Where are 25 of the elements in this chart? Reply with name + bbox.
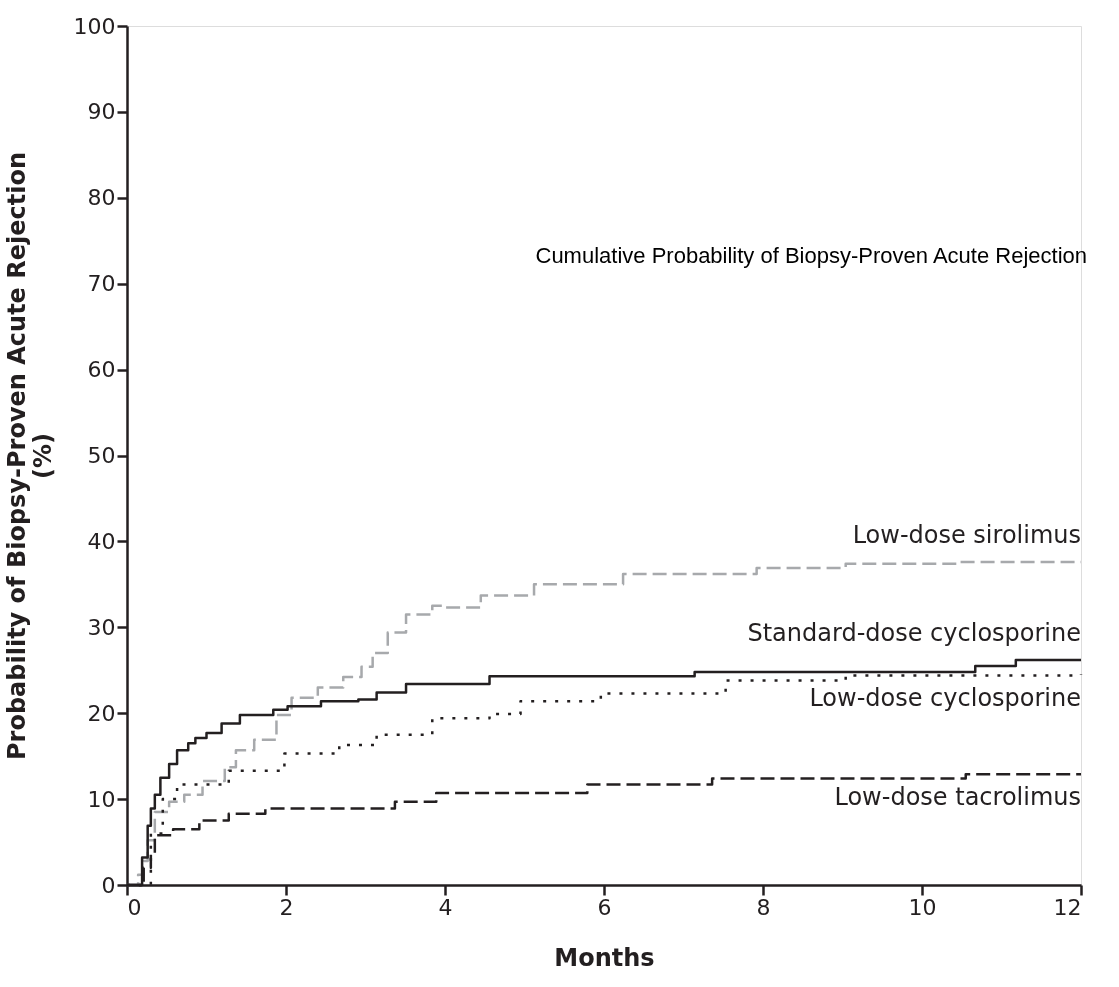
x-tick-label: 0	[127, 894, 142, 920]
y-tick-label: 100	[73, 13, 116, 39]
x-tick-label: 12	[1053, 894, 1082, 920]
x-tick-label: 4	[438, 894, 453, 920]
y-axis-title: Probability of Biopsy-Proven Acute Rejection (%)	[2, 151, 57, 761]
x-tick-label: 2	[279, 894, 294, 920]
series-label: Low-dose sirolimus	[852, 521, 1081, 550]
y-tick-label: 60	[87, 357, 116, 383]
x-tick-label: 8	[756, 894, 771, 920]
series-label: Low-dose tacrolimus	[834, 783, 1081, 812]
annotation: Cumulative Probability of Biopsy-Proven Acute Rejection	[535, 243, 1087, 268]
y-tick-label: 50	[87, 443, 116, 468]
y-tick-label: 20	[87, 700, 116, 726]
x-axis-title: Months	[554, 943, 655, 972]
y-tick-label: 10	[87, 786, 116, 812]
y-tick-label: 90	[87, 99, 116, 125]
series-label: Low-dose cyclosporine	[809, 683, 1081, 712]
x-tick-label: 6	[597, 894, 612, 920]
x-tick-label: 10	[908, 894, 937, 920]
y-tick-label: 70	[87, 271, 116, 297]
y-tick-label: 40	[87, 528, 116, 554]
y-tick-label: 30	[87, 614, 116, 640]
y-tick-label: 80	[87, 185, 116, 211]
series-label: Standard-dose cyclosporine	[747, 618, 1081, 647]
y-tick-label: 0	[101, 872, 116, 898]
